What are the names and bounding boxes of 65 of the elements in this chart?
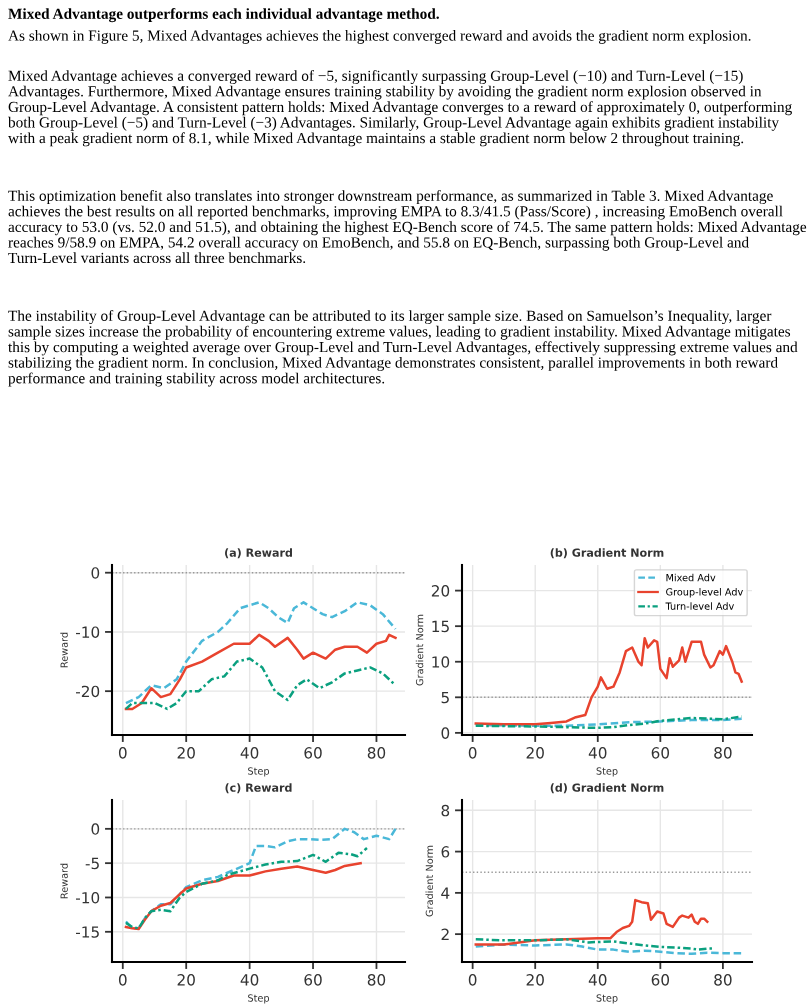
line-series	[474, 898, 709, 946]
x-tick-label: 60	[651, 974, 670, 986]
x-axis-title: Step	[596, 767, 618, 777]
y-tick-label: -15	[75, 926, 99, 938]
y-tick-label: 0	[91, 567, 100, 579]
x-tick-label: 40	[240, 974, 259, 986]
y-axis-title: Reward	[60, 863, 68, 899]
line-series	[474, 943, 743, 955]
chart-title: (d) Gradient Norm	[550, 783, 664, 794]
y-tick-label: 0	[441, 727, 450, 739]
y-axis-title: Gradient Norm	[415, 614, 424, 686]
x-tick-label: 0	[468, 974, 477, 986]
chart-title: (c) Reward	[225, 783, 292, 794]
x-tick-label: 0	[118, 747, 127, 759]
legend-label: Mixed Adv	[666, 573, 716, 582]
line-series	[124, 657, 397, 711]
x-tick-label: 60	[651, 747, 670, 759]
chart-title: (a) Reward	[225, 548, 292, 559]
y-tick-label: -20	[75, 685, 100, 698]
y-tick-label: 20	[431, 585, 450, 597]
x-tick-label: 80	[714, 747, 732, 759]
line-series	[124, 633, 397, 711]
x-tick-label: 60	[304, 974, 322, 986]
text: The instability of Group-Level Advantage can be attributed to its larger sample size. Based on Samuelson’s Inequality, larger sample sizes increase the probability of encountering extreme values, leading to gradient instability. Mixed Advantage mitigates this by computing a weighted average over Group-Level and Turn-Level Advantages, effectively suppressing extreme values and stabilizing the gradient norm. In conclusion, Mixed Advantage demonstrates consistent, parallel improvements in both reward performance and training stability across model architectures.	[8, 310, 798, 387]
x-axis-title: Step	[248, 767, 270, 777]
line-series	[124, 827, 397, 930]
text: As shown in Figure 5, Mixed Advantages achieves the highest converged reward and avoids the gradient norm explosion.	[8, 30, 751, 44]
x-tick-label: 40	[588, 747, 607, 759]
x-tick-label: 0	[118, 974, 127, 986]
y-axis-title: Gradient Norm	[425, 845, 434, 917]
x-tick-label: 20	[526, 974, 544, 986]
y-tick-label: 4	[441, 887, 450, 899]
x-tick-label: 20	[177, 974, 195, 986]
x-tick-label: 80	[714, 974, 732, 986]
x-tick-label: 20	[526, 747, 544, 759]
y-tick-label: 6	[441, 846, 450, 858]
x-tick-label: 20	[177, 747, 195, 759]
y-tick-label: 8	[441, 804, 450, 817]
text: This optimization benefit also translates into stronger downstream performance, as summarized in Table 3. Mixed Advantage achieves the best results on all reported benchmarks, improving EMPA to 8.3/41.5 (Pass/Score) , increasing EmoBench overall accuracy to 53.0 (vs. 52.0 and 51.5), and obtaining the highest EQ-Bench score of 74.5. The same pattern holds: Mixed Advantage reaches 9/58.9 on EMPA, 54.2 overall accuracy on EmoBench, and 55.8 on EQ-Bench, surpassing both Group-Level and Turn-Level variants across all three benchmarks.	[8, 190, 807, 264]
y-tick-label: -10	[75, 891, 100, 904]
line-series	[124, 601, 397, 705]
y-tick-label: 0	[91, 823, 100, 835]
x-axis-title: Step	[248, 994, 270, 1004]
x-tick-label: 60	[304, 747, 322, 759]
x-tick-label: 0	[468, 747, 477, 759]
x-tick-label: 80	[367, 747, 386, 759]
x-tick-label: 40	[588, 974, 607, 986]
chart-title: (b) Gradient Norm	[550, 548, 664, 559]
y-tick-label: 2	[441, 928, 449, 940]
text: Mixed Advantage outperforms each individual advantage method.	[8, 8, 439, 23]
line-series	[474, 637, 743, 726]
x-tick-label: 40	[240, 747, 259, 759]
line-series	[474, 938, 715, 951]
y-tick-label: -5	[85, 857, 99, 870]
y-tick-label: 5	[441, 691, 449, 704]
text: Mixed Advantage achieves a converged reward of −5, significantly surpassing Group-Level (−10) and Turn-Level (−15) Advantages. Furthermore, Mixed Advantage ensures training stability by avoiding the gradient norm explosion observed in Group-Level Advantage. A consistent pattern holds: Mixed Advantage converges to a reward of approximately 0, outperforming both Group-Level (−5) and Turn-Level (−3) Advantages. Similarly, Group-Level Advantage again exhibits gradient instability with a peak gradient norm of 8.1, while Mixed Advantage maintains a stable gradient norm below 2 throughout training.	[8, 70, 792, 147]
y-tick-label: 10	[432, 656, 450, 668]
x-tick-label: 80	[367, 974, 386, 986]
legend-label: Group-level Adv	[666, 588, 743, 598]
x-axis-title: Step	[596, 994, 618, 1004]
y-tick-label: 15	[432, 620, 449, 633]
legend-label: Turn-level Adv	[665, 602, 734, 610]
y-tick-label: -10	[75, 626, 100, 638]
y-axis-title: Reward	[60, 632, 68, 668]
line-series	[124, 846, 369, 930]
